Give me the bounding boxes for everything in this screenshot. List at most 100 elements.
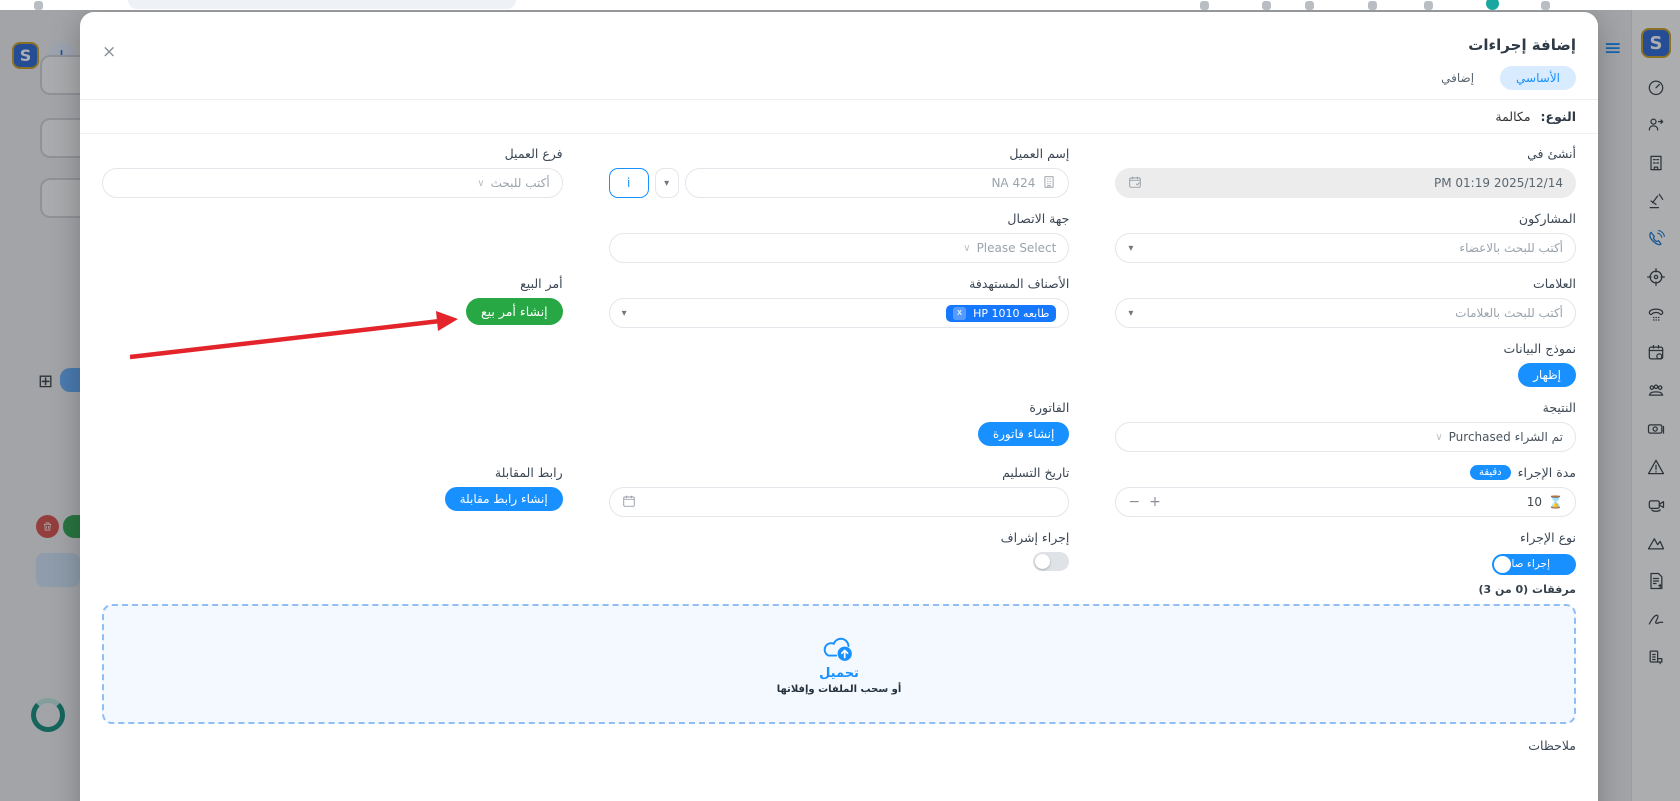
- add-action-modal: × إضافة إجراءات الأساسي إضافي النوع: مكا…: [80, 12, 1598, 801]
- outgoing-action-toggle[interactable]: إجراء صادر: [1491, 553, 1576, 575]
- item-tag[interactable]: طابعه HP 1010 x: [946, 304, 1057, 322]
- background-card: [40, 178, 82, 218]
- upload-title: تحميل: [819, 666, 859, 681]
- create-meeting-link-button[interactable]: إنشاء رابط مقابلة: [444, 487, 563, 511]
- caret-down-icon[interactable]: ▾: [1128, 242, 1134, 254]
- result-value: تم الشراء Purchased: [1448, 430, 1563, 444]
- created-at-label: أنشئ في: [1527, 146, 1576, 161]
- video-camera-icon[interactable]: [1637, 486, 1675, 524]
- phone-call-icon[interactable]: [1637, 220, 1675, 258]
- download-icon[interactable]: [1368, 1, 1377, 10]
- result-select[interactable]: تم الشراء Purchased ∨: [1115, 422, 1576, 452]
- data-model-label: نموذج البيانات: [1503, 341, 1576, 356]
- calendar-icon: [1128, 175, 1142, 192]
- increment-icon[interactable]: +: [1149, 494, 1161, 510]
- calendar-icon: [622, 494, 636, 511]
- notes-label: ملاحظات: [1528, 738, 1576, 753]
- toggle-knob: [1493, 555, 1511, 573]
- warning-icon[interactable]: [1637, 448, 1675, 486]
- result-label: النتيجة: [1542, 400, 1576, 415]
- telephone-icon[interactable]: [1637, 296, 1675, 334]
- divider: [80, 99, 1598, 100]
- chevron-down-icon: ∨: [1435, 431, 1443, 443]
- trash-button[interactable]: [36, 515, 59, 538]
- blue-panel-stub: [36, 553, 80, 587]
- target-items-select[interactable]: طابعه HP 1010 x ▾: [608, 298, 1070, 328]
- modal-title: إضافة إجراءات: [1468, 36, 1576, 54]
- invoice-label: الفاتورة: [1029, 400, 1070, 415]
- people-transfer-icon[interactable]: [1637, 106, 1675, 144]
- attachments-label: مرفقات (0 من 3): [1478, 583, 1576, 596]
- duration-value: 10: [1526, 495, 1543, 509]
- contact-select[interactable]: Please Select ∨: [608, 233, 1070, 263]
- sidebar: S: [1631, 10, 1680, 801]
- meeting-icon[interactable]: [1637, 372, 1675, 410]
- sell-order-label: أمر البيع: [520, 276, 563, 291]
- mountain-icon[interactable]: [1637, 524, 1675, 562]
- building-icon: [1042, 175, 1056, 192]
- menu-icon[interactable]: [1541, 1, 1550, 10]
- client-name-field[interactable]: NA 424: [684, 168, 1070, 198]
- client-info-button[interactable]: i: [608, 168, 649, 198]
- blue-pill-stub: [60, 368, 80, 392]
- client-dropdown-caret[interactable]: ▾: [654, 168, 679, 198]
- close-icon[interactable]: ×: [102, 42, 117, 62]
- auction-icon[interactable]: [1637, 182, 1675, 220]
- remove-tag-icon[interactable]: x: [953, 306, 967, 320]
- target-items-label: الأصناف المستهدفة: [969, 276, 1070, 291]
- participants-label: المشاركون: [1518, 211, 1576, 226]
- contact-placeholder: Please Select: [976, 241, 1057, 255]
- duration-stepper[interactable]: ⌛ 10 + −: [1115, 487, 1576, 517]
- participants-select[interactable]: أكتب للبحث بالاعضاء ▾: [1115, 233, 1576, 263]
- browser-icon[interactable]: [1262, 1, 1271, 10]
- bookmark-icon[interactable]: [1305, 1, 1314, 10]
- profile-avatar[interactable]: [1486, 0, 1499, 10]
- trash-icon: [43, 522, 52, 531]
- building-icon[interactable]: [1637, 144, 1675, 182]
- tab-basic[interactable]: الأساسي: [1500, 66, 1576, 90]
- client-branch-label: فرع العميل: [504, 146, 563, 161]
- background-card: [40, 118, 82, 158]
- decrement-icon[interactable]: −: [1128, 494, 1141, 510]
- divider: [80, 133, 1598, 134]
- green-pill-stub: [63, 515, 80, 538]
- browser-toolbar: [0, 0, 1680, 10]
- tags-select[interactable]: أكتب للبحث بالعلامات ▾: [1115, 298, 1576, 328]
- extensions-icon[interactable]: [1424, 1, 1433, 10]
- type-value: مكالمة: [1495, 109, 1531, 124]
- caret-down-icon[interactable]: ▾: [1128, 307, 1134, 319]
- sidebar-logo[interactable]: S: [1641, 28, 1671, 58]
- create-invoice-button[interactable]: إنشاء فاتورة: [977, 422, 1070, 446]
- cloud-upload-icon: [823, 637, 852, 661]
- toggle-label: إجراء صادر: [1501, 558, 1550, 570]
- delivery-date-field[interactable]: [608, 487, 1070, 517]
- signature-icon[interactable]: [1637, 600, 1675, 638]
- supervision-toggle[interactable]: [1033, 552, 1070, 571]
- caret-down-icon[interactable]: ▾: [621, 307, 627, 319]
- table-grid-icon[interactable]: ⊞: [38, 371, 54, 392]
- client-branch-placeholder: أكتب للبحث: [490, 176, 550, 190]
- supervision-label: إجراء إشراف: [1000, 530, 1070, 545]
- money-icon[interactable]: [1637, 410, 1675, 448]
- invoice-doc-icon[interactable]: [1637, 562, 1675, 600]
- participants-placeholder: أكتب للبحث بالاعضاء: [1459, 241, 1563, 255]
- created-at-value: 2025/12/14 01:19 PM: [1433, 176, 1563, 190]
- target-icon[interactable]: [1637, 258, 1675, 296]
- app-logo: S: [12, 42, 39, 69]
- meeting-link-label: رابط المقابلة: [494, 465, 563, 480]
- contact-label: جهة الاتصال: [1007, 211, 1070, 226]
- hamburger-menu-icon[interactable]: ≡: [1603, 36, 1622, 61]
- calendar-star-icon[interactable]: [1637, 334, 1675, 372]
- hourglass-icon: ⌛: [1548, 495, 1563, 509]
- cash-register-icon[interactable]: [1637, 638, 1675, 676]
- address-bar[interactable]: [128, 0, 516, 9]
- show-data-model-button[interactable]: إظهار: [1518, 363, 1576, 387]
- browser-icon[interactable]: [1200, 1, 1209, 10]
- create-sell-order-button[interactable]: إنشاء أمر بيع: [465, 298, 563, 325]
- dashboard-icon[interactable]: [1637, 68, 1675, 106]
- client-branch-select[interactable]: أكتب للبحث ∨: [102, 168, 563, 198]
- tab-additional[interactable]: إضافي: [1441, 71, 1475, 85]
- chevron-down-icon: ∨: [963, 242, 971, 254]
- upload-dropzone[interactable]: تحميل أو سحب الملفات وإفلاتها: [102, 604, 1576, 724]
- item-tag-label: طابعه HP 1010: [973, 306, 1050, 320]
